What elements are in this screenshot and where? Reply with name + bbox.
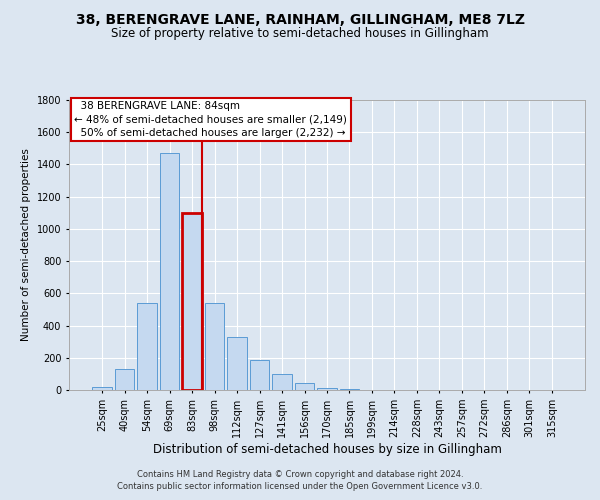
- Text: 38 BERENGRAVE LANE: 84sqm
← 48% of semi-detached houses are smaller (2,149)
  50: 38 BERENGRAVE LANE: 84sqm ← 48% of semi-…: [74, 102, 347, 138]
- Bar: [317, 388, 337, 390]
- Bar: [272, 374, 292, 390]
- Text: Size of property relative to semi-detached houses in Gillingham: Size of property relative to semi-detach…: [111, 28, 489, 40]
- Bar: [227, 337, 247, 390]
- Text: Contains HM Land Registry data © Crown copyright and database right 2024.: Contains HM Land Registry data © Crown c…: [137, 470, 463, 479]
- Bar: [205, 303, 224, 390]
- Bar: [250, 360, 269, 390]
- Bar: [295, 383, 314, 390]
- Bar: [340, 389, 359, 390]
- Bar: [115, 369, 134, 390]
- X-axis label: Distribution of semi-detached houses by size in Gillingham: Distribution of semi-detached houses by …: [152, 442, 502, 456]
- Text: 38, BERENGRAVE LANE, RAINHAM, GILLINGHAM, ME8 7LZ: 38, BERENGRAVE LANE, RAINHAM, GILLINGHAM…: [76, 12, 524, 26]
- Y-axis label: Number of semi-detached properties: Number of semi-detached properties: [21, 148, 31, 342]
- Bar: [137, 303, 157, 390]
- Text: Contains public sector information licensed under the Open Government Licence v3: Contains public sector information licen…: [118, 482, 482, 491]
- Bar: [182, 213, 202, 390]
- Bar: [160, 153, 179, 390]
- Bar: [92, 387, 112, 390]
